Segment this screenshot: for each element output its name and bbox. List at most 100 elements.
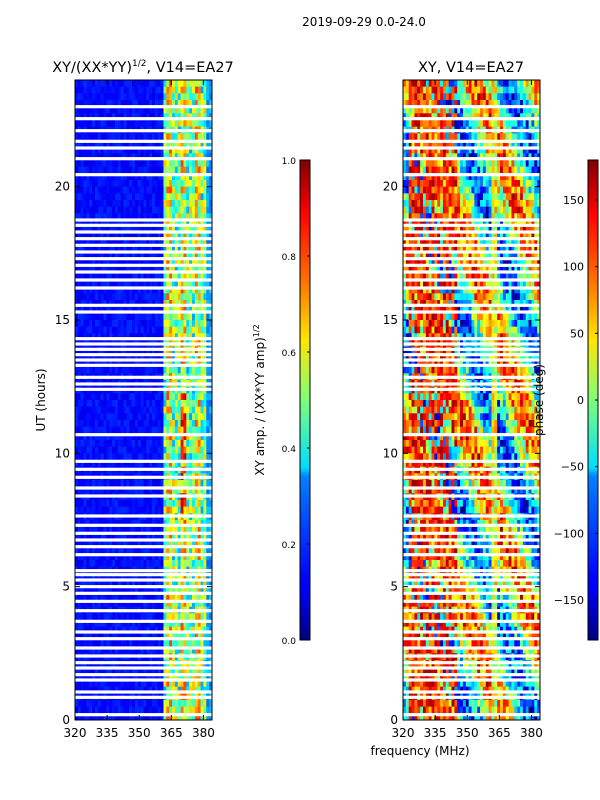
heatmap-cell (123, 406, 127, 414)
heatmap-cell (92, 400, 96, 408)
heatmap-cell (86, 193, 90, 201)
heatmap-cell (120, 106, 125, 114)
flagged-row (75, 286, 212, 290)
heatmap-cell (183, 246, 187, 254)
heatmap-cell (520, 100, 524, 108)
heatmap-cell (92, 700, 96, 708)
heatmap-cell (174, 80, 179, 88)
heatmap-cell (152, 500, 156, 508)
heatmap-cell (206, 713, 210, 720)
heatmap-cell (92, 86, 96, 94)
heatmap-cell (160, 120, 165, 128)
heatmap-cell (157, 133, 162, 141)
heatmap-cell (83, 153, 88, 161)
heatmap-cell (154, 600, 159, 608)
heatmap-cell (94, 700, 99, 708)
heatmap-cell (103, 353, 107, 361)
heatmap-cell (112, 106, 116, 114)
heatmap-cell (183, 333, 187, 341)
heatmap-cell (160, 313, 165, 321)
heatmap-cell (166, 506, 170, 514)
heatmap-cell (203, 106, 207, 114)
heatmap-cell (75, 680, 79, 688)
heatmap-cell (132, 266, 136, 274)
heatmap-cell (160, 260, 165, 268)
heatmap-cell (77, 86, 82, 94)
heatmap-cell (152, 546, 156, 554)
heatmap-cell (152, 220, 156, 228)
heatmap-cell (163, 506, 167, 514)
heatmap-cell (172, 540, 176, 548)
heatmap-cell (146, 333, 150, 341)
heatmap-cell (172, 700, 176, 708)
heatmap-cell (183, 426, 187, 434)
heatmap-cell (169, 106, 173, 114)
heatmap-cell (86, 140, 90, 148)
heatmap-cell (180, 366, 185, 374)
heatmap-cell (169, 93, 173, 101)
heatmap-cell (497, 86, 501, 94)
heatmap-cell (405, 86, 410, 94)
heatmap-cell (92, 646, 96, 654)
heatmap-cell (183, 613, 187, 621)
heatmap-cell (94, 313, 99, 321)
heatmap-cell (80, 300, 85, 308)
heatmap-cell (94, 560, 99, 568)
heatmap-cell (140, 313, 145, 321)
heatmap-cell (143, 153, 147, 161)
heatmap-cell (75, 500, 79, 508)
heatmap-cell (129, 680, 133, 688)
heatmap-cell (117, 680, 122, 688)
heatmap-cell (482, 113, 487, 121)
heatmap-cell (106, 580, 110, 588)
heatmap-cell (189, 413, 193, 421)
heatmap-cell (189, 526, 193, 534)
heatmap-cell (132, 200, 136, 208)
heatmap-cell (112, 573, 116, 581)
heatmap-cell (83, 686, 88, 694)
heatmap-cell (169, 246, 173, 254)
heatmap-cell (123, 226, 127, 234)
flagged-row (75, 585, 212, 589)
heatmap-cell (140, 213, 145, 221)
heatmap-cell (106, 573, 110, 581)
heatmap-cell (80, 213, 85, 221)
heatmap-cell (172, 546, 176, 554)
heatmap-cell (77, 580, 82, 588)
heatmap-cell (537, 93, 540, 101)
heatmap-cell (169, 686, 173, 694)
heatmap-cell (189, 586, 193, 594)
heatmap-cell (488, 113, 493, 121)
heatmap-cell (103, 293, 107, 301)
heatmap-cell (75, 440, 79, 448)
heatmap-cell (528, 86, 533, 94)
heatmap-cell (123, 100, 127, 108)
heatmap-cell (143, 286, 147, 294)
heatmap-cell (194, 260, 199, 268)
heatmap-cell (75, 213, 79, 221)
heatmap-cell (129, 666, 133, 674)
heatmap-cell (97, 480, 102, 488)
heatmap-cell (109, 246, 113, 254)
heatmap-cell (203, 393, 207, 401)
heatmap-cell (80, 666, 85, 674)
heatmap-cell (140, 533, 145, 541)
heatmap-cell (152, 593, 156, 601)
heatmap-cell (177, 86, 182, 94)
heatmap-cell (126, 486, 130, 494)
heatmap-cell (194, 160, 199, 168)
heatmap-cell (92, 173, 96, 181)
heatmap-cell (192, 486, 196, 494)
heatmap-cell (448, 93, 453, 101)
heatmap-cell (149, 446, 153, 454)
heatmap-cell (174, 360, 179, 368)
heatmap-cell (428, 100, 433, 108)
heatmap-cell (477, 86, 481, 94)
heatmap-cell (86, 406, 90, 414)
heatmap-cell (194, 673, 199, 681)
heatmap-cell (126, 526, 130, 534)
heatmap-cell (177, 80, 182, 88)
heatmap-cell (77, 673, 82, 681)
heatmap-cell (180, 560, 185, 568)
heatmap-cell (143, 500, 147, 508)
